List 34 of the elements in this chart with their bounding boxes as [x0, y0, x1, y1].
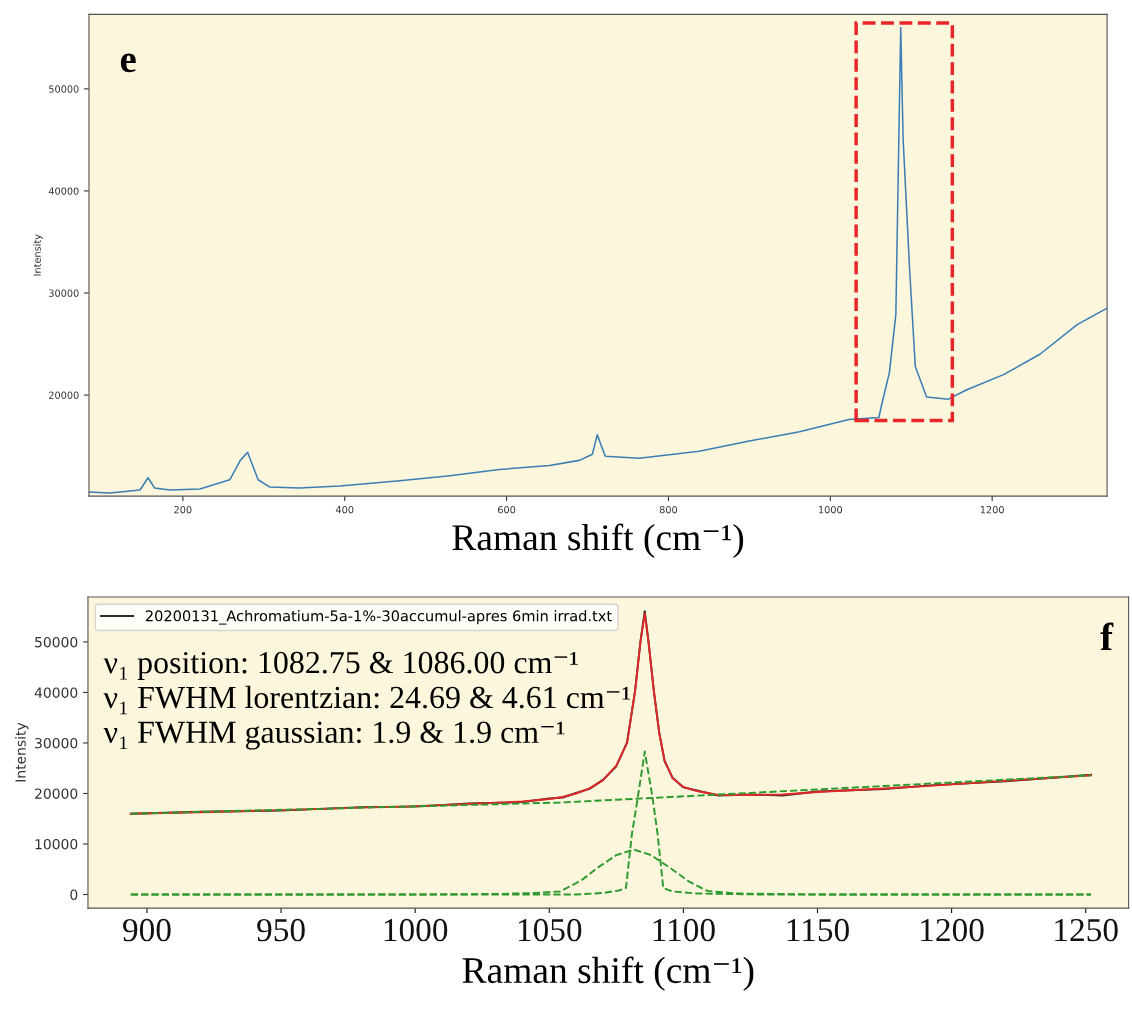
- x-tick-label: 1000: [384, 918, 448, 942]
- y-tick-label: 10000: [35, 838, 78, 850]
- annotation: e: [120, 53, 136, 73]
- y-tick-label: 40000: [48, 187, 79, 195]
- y-tick-label: 20000: [49, 391, 79, 399]
- x-tick-label: 950: [257, 918, 305, 942]
- y-tick-label: 50000: [35, 636, 78, 648]
- y-tick-label: 50000: [49, 85, 79, 93]
- x-tick-label: 800: [659, 505, 678, 514]
- y-tick-label: 30000: [49, 289, 79, 297]
- x-axis-title: Raman shift (cm⁻¹): [452, 523, 744, 558]
- x-tick-label: 1200: [980, 505, 1004, 514]
- x-tick-label: 1250: [1055, 918, 1118, 942]
- x-tick-label: 1000: [819, 505, 843, 514]
- y-tick-label: 40000: [34, 687, 78, 698]
- annotation: ν₁ FWHM lorentzian: 24.69 & 4.61 cm⁻¹: [103, 685, 630, 715]
- y-axis-title: Intensity: [15, 722, 29, 782]
- x-tick-label: 200: [174, 505, 192, 514]
- x-tick-label: 900: [123, 918, 171, 942]
- y-tick-label: 30000: [35, 737, 78, 749]
- legend-label: 20200131_Achromatium-5a-1%-30accumul-apres 6min irrad.txt: [145, 610, 612, 625]
- annotation: ν₁ FWHM gaussian: 1.9 & 1.9 cm⁻¹: [103, 721, 565, 750]
- x-tick-label: 1050: [518, 918, 582, 942]
- annotation: ν₁ position: 1082.75 & 1086.00 cm⁻¹: [103, 651, 578, 680]
- annotation: f: [1100, 622, 1114, 650]
- y-tick-label: 0: [70, 889, 78, 900]
- x-tick-label: 1150: [787, 918, 849, 942]
- x-tick-label: 1100: [653, 918, 715, 942]
- x-tick-label: 600: [497, 505, 516, 514]
- y-axis-title: Intensity: [33, 234, 43, 276]
- x-tick-label: 400: [335, 505, 354, 514]
- x-axis-title: Raman shift (cm⁻¹): [462, 956, 754, 991]
- x-tick-label: 1200: [921, 918, 984, 942]
- y-tick-label: 20000: [35, 788, 78, 799]
